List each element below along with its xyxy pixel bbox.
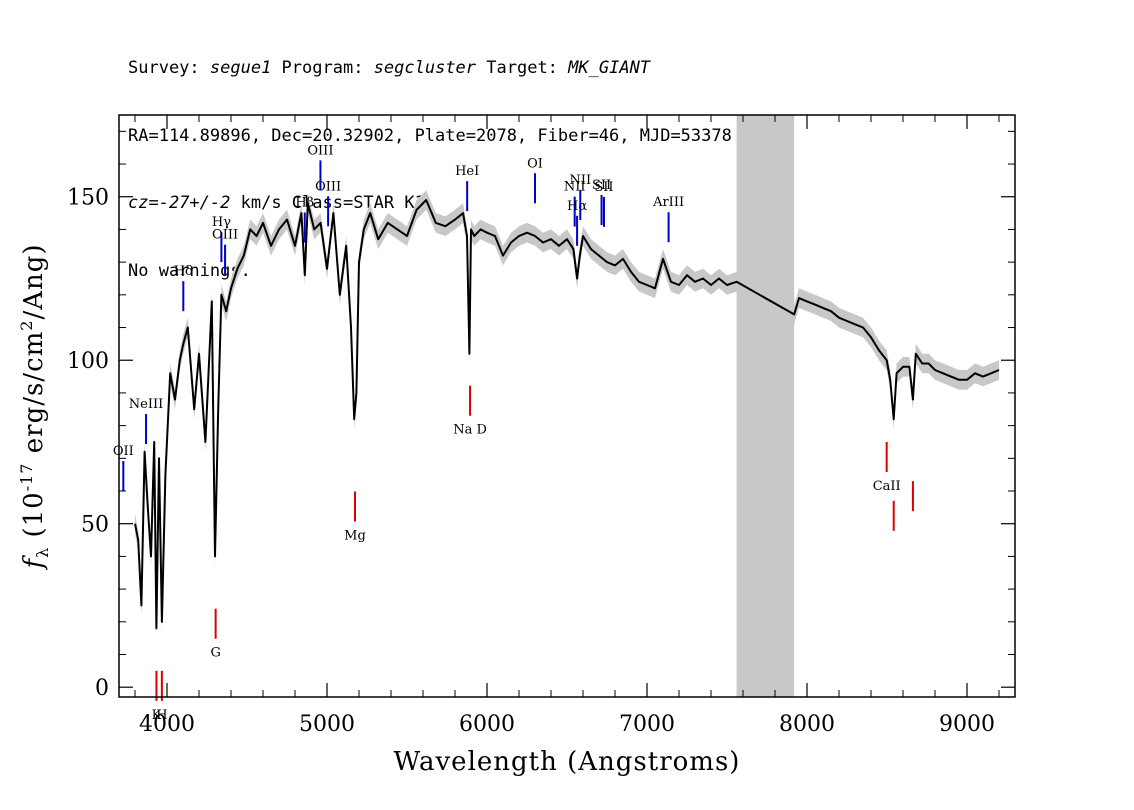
emission-line-label: OII (113, 444, 134, 459)
absorption-line-label: H (156, 708, 167, 723)
emission-line-label: Hα (567, 199, 587, 214)
emission-line-label: Hβ (295, 196, 314, 211)
y-axis-title: fλ (10-17 erg/s/cm2/Ang) (17, 243, 52, 570)
target-value: MK_GIANT (568, 58, 651, 78)
x-tick-label: 6000 (459, 712, 515, 737)
absorption-line-label: G (210, 646, 220, 661)
header-line-1: Survey: segue1 Program: segcluster Targe… (128, 57, 732, 80)
emission-line-label: OIII (212, 228, 238, 243)
emission-line-label: OIII (307, 143, 333, 158)
emission-line-label: HeI (455, 164, 479, 179)
absorption-line-label: K (152, 708, 162, 723)
cz-value: =-27+/-2 (148, 193, 231, 213)
y-tick-label: 50 (81, 513, 109, 538)
y-tick-label: 150 (67, 186, 109, 211)
x-tick-label: 9000 (939, 712, 995, 737)
absorption-line-label: Na D (453, 423, 487, 438)
program-label: Program: (271, 58, 374, 78)
spectrum-series-layer (134, 199, 1000, 630)
program-value: segcluster (373, 58, 477, 78)
survey-value: segue1 (209, 58, 272, 78)
emission-line-label: OI (527, 156, 543, 171)
cz-variable: cz (128, 193, 149, 213)
y-tick-label: 100 (67, 349, 109, 374)
x-tick-label: 5000 (299, 712, 355, 737)
x-axis-title: Wavelength (Angstroms) (394, 747, 741, 777)
emission-line-label: ArIII (652, 195, 684, 210)
emission-line-label: Hγ (212, 215, 231, 230)
masked-region-layer (736, 115, 795, 697)
emission-line-label: NeIII (129, 397, 163, 412)
plot-frame (118, 114, 1016, 698)
x-tick-label: 7000 (619, 712, 675, 737)
target-label: Target: (476, 58, 569, 78)
emission-line-label: NII (569, 173, 591, 188)
header-line-4: No warnings. (128, 260, 251, 281)
x-tick-label: 4000 (139, 712, 195, 737)
absorption-line-label: CaII (873, 479, 901, 494)
masked-region (736, 115, 795, 697)
spectrum-header: Survey: segue1 Program: segcluster Targe… (128, 12, 732, 305)
x-tick-label: 8000 (779, 712, 835, 737)
emission-line-label: Hδ (174, 264, 193, 279)
emission-line-label: SII (594, 180, 613, 195)
survey-label: Survey: (128, 58, 210, 78)
axis-ticks-layer: 4000 5000 6000 7000 8000 9000 0 50 100 150 (67, 115, 1015, 737)
header-line-2: RA=114.89896, Dec=20.32902, Plate=2078, … (128, 125, 732, 146)
emission-line-label: OIII (315, 179, 341, 194)
absorption-line-label: Mg (344, 528, 366, 543)
spectrum-error-band (135, 190, 999, 639)
emission-line-label: SII (592, 178, 611, 193)
y-tick-label: 0 (95, 676, 109, 701)
spectrum-line (134, 199, 1000, 630)
error-band-layer (135, 190, 999, 639)
